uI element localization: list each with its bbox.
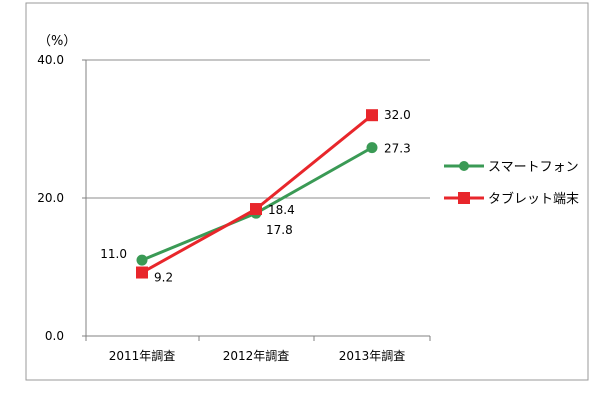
data-point-marker bbox=[136, 254, 148, 266]
x-tick-label: 2013年調査 bbox=[339, 349, 406, 363]
data-label: 18.4 bbox=[268, 203, 295, 217]
series-layer: 11.0 17.8 27.3 9.2 18.4 32.0 bbox=[100, 108, 410, 284]
legend: スマートフォン タブレット端末 bbox=[444, 160, 579, 207]
data-label: 32.0 bbox=[384, 108, 411, 122]
data-label: 9.2 bbox=[154, 271, 173, 285]
y-tick-label: 40.0 bbox=[37, 53, 64, 67]
legend-swatch-marker bbox=[458, 192, 470, 204]
legend-item-smartphone: スマートフォン bbox=[444, 160, 579, 175]
legend-swatch-marker bbox=[459, 161, 469, 171]
y-unit-label: （%） bbox=[38, 34, 76, 49]
gridlines bbox=[82, 59, 431, 341]
y-tick-label: 20.0 bbox=[37, 191, 64, 205]
series-0: 11.0 17.8 27.3 bbox=[100, 142, 411, 266]
series-1: 9.2 18.4 32.0 bbox=[136, 108, 411, 285]
data-label: 27.3 bbox=[384, 142, 411, 156]
axes bbox=[85, 60, 430, 337]
data-point-marker bbox=[250, 203, 262, 216]
legend-label: スマートフォン bbox=[488, 160, 579, 175]
data-label: 11.0 bbox=[100, 247, 127, 261]
data-point-marker bbox=[366, 109, 378, 122]
data-point-marker bbox=[136, 266, 148, 279]
legend-item-tablet: タブレット端末 bbox=[444, 191, 579, 207]
x-tick-label: 2011年調査 bbox=[109, 349, 176, 363]
y-tick-label: 0.0 bbox=[45, 329, 64, 343]
chart-border bbox=[25, 2, 589, 381]
x-tick-label: 2012年調査 bbox=[223, 349, 290, 363]
data-point-marker bbox=[366, 142, 378, 154]
data-label: 17.8 bbox=[266, 223, 293, 237]
legend-label: タブレット端末 bbox=[488, 191, 579, 207]
